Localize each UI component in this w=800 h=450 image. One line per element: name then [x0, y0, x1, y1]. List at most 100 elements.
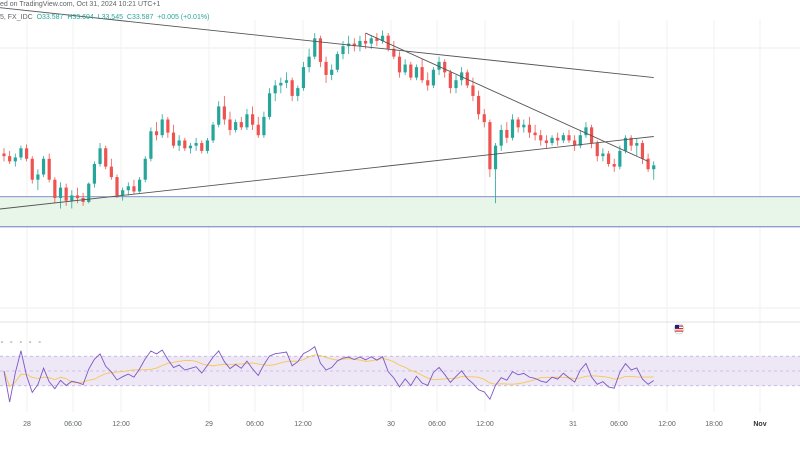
candle: [420, 59, 424, 83]
candle: [403, 59, 407, 75]
change-value: +0.005 (+0.01%): [157, 14, 210, 21]
candle: [138, 177, 142, 193]
candle: [273, 80, 277, 102]
candle: [414, 64, 419, 81]
candle: [279, 77, 283, 94]
candle: [245, 109, 249, 130]
candle: [335, 51, 339, 73]
x-tick-label: 06:00: [610, 421, 628, 428]
candle: [324, 56, 328, 83]
candle: [612, 158, 616, 172]
x-tick-label: 12:00: [658, 421, 676, 428]
candle: [177, 135, 181, 151]
candle: [550, 135, 554, 146]
candle: [499, 124, 503, 151]
x-tick-label: 12:00: [476, 421, 494, 428]
candle: [251, 106, 255, 130]
candle: [443, 59, 447, 78]
candle: [47, 153, 51, 183]
candle: [493, 143, 498, 204]
candle: [104, 145, 108, 170]
candle: [301, 61, 306, 91]
candle: [352, 38, 356, 52]
candle: [132, 179, 136, 195]
symbol-label: 5, FX_IDC: [0, 14, 33, 21]
candle: [2, 148, 6, 162]
candle: [318, 35, 322, 68]
candle: [375, 33, 379, 47]
close-value: C33.587: [126, 14, 154, 21]
candle: [166, 116, 170, 138]
candle: [87, 182, 91, 204]
trendline-support: [0, 136, 654, 210]
candle: [606, 150, 611, 167]
candle: [239, 116, 243, 130]
rsi-settings-dots[interactable]: ∘ ∘ ∘ ∘ ∘: [0, 340, 44, 346]
candle: [58, 182, 63, 209]
x-tick-label: 31: [569, 421, 577, 428]
candle: [488, 119, 492, 178]
candle: [539, 129, 543, 146]
x-tick-label: 06:00: [64, 421, 82, 428]
candle: [160, 114, 164, 138]
x-tick-label: 06:00: [428, 421, 446, 428]
us-flag-icon[interactable]: [673, 323, 685, 335]
candle: [188, 143, 193, 154]
candle: [369, 35, 373, 49]
candle: [505, 122, 509, 144]
candle: [41, 156, 46, 178]
candle: [13, 153, 17, 167]
candle: [409, 61, 413, 81]
x-tick-label: 29: [205, 421, 213, 428]
candle: [330, 64, 334, 81]
candle: [516, 116, 520, 133]
candle: [482, 109, 486, 128]
candlestick-series: [2, 30, 656, 209]
candle: [341, 40, 345, 60]
candle: [561, 132, 565, 144]
candle: [307, 48, 311, 73]
candle: [267, 88, 272, 120]
candle: [183, 137, 187, 151]
x-tick-label: 30: [387, 421, 395, 428]
candle: [8, 150, 12, 164]
candle: [584, 122, 588, 138]
candle: [426, 72, 430, 91]
candle: [92, 161, 96, 188]
candle: [364, 33, 368, 49]
candle: [126, 182, 130, 196]
candle: [25, 144, 29, 162]
candle: [115, 174, 119, 199]
candle: [358, 35, 362, 52]
candle: [211, 122, 215, 144]
ohlc-legend: 5, FX_IDC O33.587 H33.604 L33.545 C33.58…: [0, 14, 209, 21]
candle: [618, 145, 622, 170]
open-value: O33.587: [36, 14, 64, 21]
candle: [556, 132, 560, 146]
candle: [64, 183, 68, 206]
candle: [635, 137, 639, 157]
trendline-resistance-long: [0, 7, 654, 79]
candle: [623, 135, 628, 154]
candle: [98, 143, 102, 167]
candle: [437, 56, 441, 75]
candle: [527, 116, 532, 138]
candle: [200, 140, 204, 154]
candle: [573, 135, 577, 151]
candle: [454, 74, 458, 94]
candle: [284, 72, 289, 89]
support-zone: [0, 196, 800, 228]
candle: [431, 67, 435, 89]
candle: [386, 33, 390, 52]
x-tick-label: 12:00: [112, 421, 130, 428]
candle: [19, 145, 23, 161]
candle: [313, 33, 317, 60]
low-value: L33.545: [97, 14, 123, 21]
rsi-line: [3, 346, 655, 403]
candle: [234, 119, 238, 133]
candle: [567, 129, 571, 144]
x-tick-label: 06:00: [246, 421, 264, 428]
candle: [522, 119, 526, 133]
trendline-resistance-short: [365, 32, 649, 162]
